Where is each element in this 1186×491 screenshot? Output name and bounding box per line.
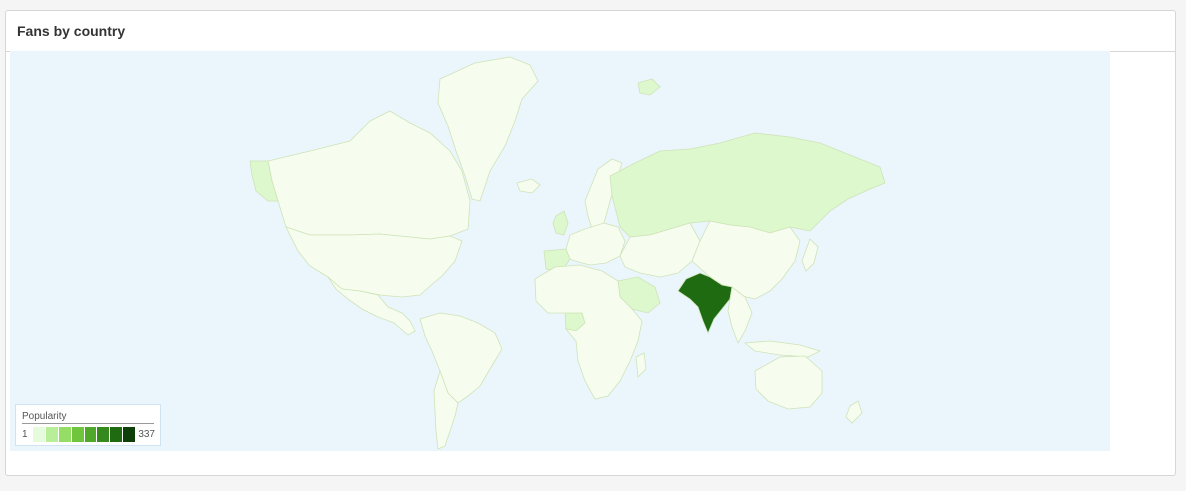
country-brazil[interactable] [419, 312, 503, 404]
legend-swatch [45, 427, 59, 442]
country-india[interactable] [677, 272, 733, 335]
legend-swatch [58, 427, 72, 442]
country-svalbard[interactable] [637, 78, 661, 96]
legend-swatch [110, 427, 124, 442]
legend-divider [22, 423, 154, 424]
legend-swatch [33, 427, 46, 442]
legend-title: Popularity [22, 411, 67, 422]
country-argentina[interactable] [433, 369, 459, 450]
country-greenland[interactable] [437, 56, 539, 202]
panel-title: Fans by country [17, 23, 126, 39]
country-madagascar[interactable] [635, 352, 647, 378]
legend-color-scale [33, 427, 135, 442]
world-map[interactable]: Popularity 1 337 [10, 51, 1110, 451]
country-mexico[interactable] [327, 276, 416, 336]
legend-swatch [84, 427, 98, 442]
legend-swatch [71, 427, 85, 442]
panel-header: Fans by country [6, 11, 1175, 52]
country-united-kingdom[interactable] [552, 210, 569, 236]
legend-min-value: 1 [22, 429, 28, 440]
legend-swatch [123, 427, 135, 442]
legend-swatch [97, 427, 111, 442]
country-japan[interactable] [801, 238, 819, 272]
country-europe[interactable] [565, 222, 626, 266]
legend-max-value: 337 [138, 429, 155, 440]
country-australia[interactable] [754, 355, 823, 410]
world-map-svg [10, 51, 1110, 451]
country-indonesia[interactable] [743, 340, 822, 358]
country-africa[interactable] [534, 264, 643, 400]
country-southeast-asia[interactable] [727, 286, 753, 344]
country-iceland[interactable] [516, 178, 541, 194]
country-alaska[interactable] [249, 160, 279, 202]
popularity-legend: Popularity 1 337 [15, 404, 161, 446]
country-spain[interactable] [543, 248, 571, 272]
country-new-zealand[interactable] [845, 400, 863, 424]
